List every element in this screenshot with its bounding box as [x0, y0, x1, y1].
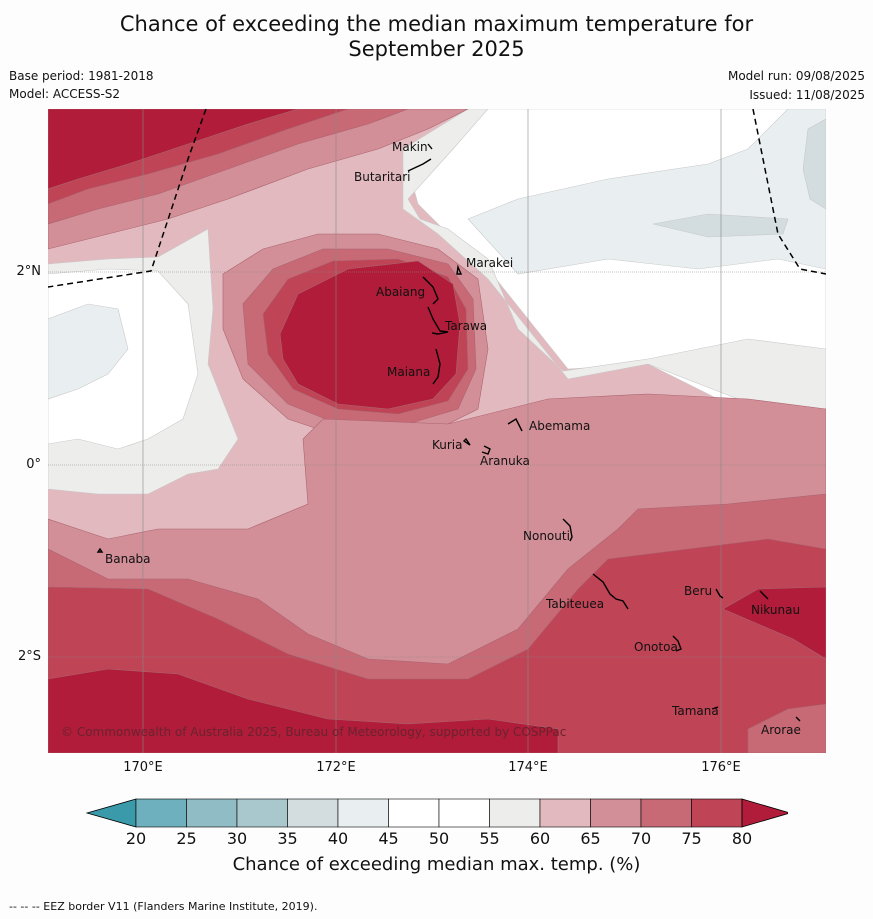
colorbar — [86, 798, 788, 828]
colorbar-swatch — [186, 798, 238, 828]
label-tabiteuea: Tabiteuea — [546, 597, 605, 611]
label-makin: Makin — [392, 140, 428, 154]
eez-footnote: -- -- -- EEZ border V11 (Flanders Marine… — [9, 900, 318, 913]
colorbar-tick-label: 75 — [681, 829, 702, 848]
issued-date: Issued: 11/08/2025 — [749, 88, 865, 102]
label-kuria: Kuria — [432, 438, 463, 452]
colorbar-tick-label: 45 — [378, 829, 399, 848]
colorbar-swatch — [640, 798, 692, 828]
model-run: Model run: 09/08/2025 — [727, 69, 865, 83]
gridlines — [48, 109, 826, 753]
colorbar-extend-low — [86, 798, 137, 828]
title-line-2: September 2025 — [348, 37, 525, 61]
colorbar-tick-label: 30 — [226, 829, 248, 848]
map-panel: Makin Butaritari Marakei Abaiang Tarawa … — [48, 109, 826, 753]
colorbar-swatch — [438, 798, 490, 828]
label-banaba: Banaba — [105, 552, 151, 566]
band-80-plus-nw — [48, 109, 299, 190]
band-35-40-edge — [802, 118, 826, 210]
base-period: Base period: 1981-2018 — [9, 69, 154, 83]
band-35-40-ne — [652, 213, 789, 238]
label-maiana: Maiana — [387, 365, 431, 379]
label-marakei: Marakei — [466, 256, 514, 270]
band-80-plus-southeast — [722, 586, 826, 660]
lat-label-2s: 2°S — [17, 649, 41, 664]
label-onotoa: Onotoa — [634, 640, 678, 654]
band-80-plus-south — [48, 668, 559, 753]
colorbar-swatch — [337, 798, 389, 828]
colorbar-tick-label: 60 — [529, 829, 551, 848]
colorbar-swatch — [590, 798, 642, 828]
lon-label-174e: 174°E — [508, 760, 548, 775]
lon-label-170e: 170°E — [123, 760, 163, 775]
label-nonouti: Nonouti — [523, 529, 570, 543]
map-title: Chance of exceeding the median maximum t… — [0, 12, 873, 62]
label-butaritari: Butaritari — [354, 170, 411, 184]
label-nikunau: Nikunau — [751, 603, 801, 617]
band-70-75-se-corner — [747, 703, 826, 753]
label-abemama: Abemama — [529, 419, 591, 433]
colorbar-tick-label: 65 — [580, 829, 601, 848]
colorbar-swatch — [388, 798, 440, 828]
colorbar-tick-label: 40 — [327, 829, 349, 848]
colorbar-tick-label: 55 — [479, 829, 500, 848]
colorbar-tick-label: 50 — [428, 829, 450, 848]
colorbar-tick-label: 80 — [731, 829, 753, 848]
probability-map — [48, 109, 826, 753]
colorbar-swatch — [135, 798, 187, 828]
colorbar-tick-label: 25 — [176, 829, 197, 848]
colorbar-swatch — [539, 798, 591, 828]
label-arorae: Arorae — [761, 723, 801, 737]
band-55-60-ne — [402, 109, 826, 410]
colorbar-tick-label: 70 — [630, 829, 652, 848]
colorbar-tick-label: 35 — [277, 829, 298, 848]
label-tamana: Tamana — [672, 704, 719, 718]
label-abaiang: Abaiang — [376, 285, 426, 299]
colorbar-swatch — [287, 798, 339, 828]
colorbar-swatch — [489, 798, 541, 828]
lat-label-0: 0° — [26, 457, 41, 472]
copyright-notice: © Commonwealth of Australia 2025, Bureau… — [61, 725, 567, 739]
lon-label-176e: 176°E — [701, 760, 741, 775]
title-line-1: Chance of exceeding the median maximum t… — [119, 12, 754, 36]
colorbar-tick-label: 20 — [125, 829, 147, 848]
colorbar-extend-high — [741, 798, 788, 828]
lon-label-172e: 172°E — [316, 760, 356, 775]
colorbar-swatch — [236, 798, 288, 828]
label-tarawa: Tarawa — [445, 319, 488, 333]
label-aranuka: Aranuka — [480, 454, 530, 468]
island-butaritari — [407, 158, 432, 172]
colorbar-swatch — [691, 798, 743, 828]
model-name: Model: ACCESS-S2 — [9, 87, 121, 101]
lat-label-2n: 2°N — [16, 264, 42, 279]
eez-border — [48, 109, 826, 288]
colorbar-title: Chance of exceeding median max. temp. (%… — [232, 854, 641, 875]
band-40-45-west — [48, 303, 129, 400]
band-80-plus-center — [279, 260, 461, 410]
island-outlines — [96, 143, 801, 722]
label-beru: Beru — [684, 584, 713, 598]
